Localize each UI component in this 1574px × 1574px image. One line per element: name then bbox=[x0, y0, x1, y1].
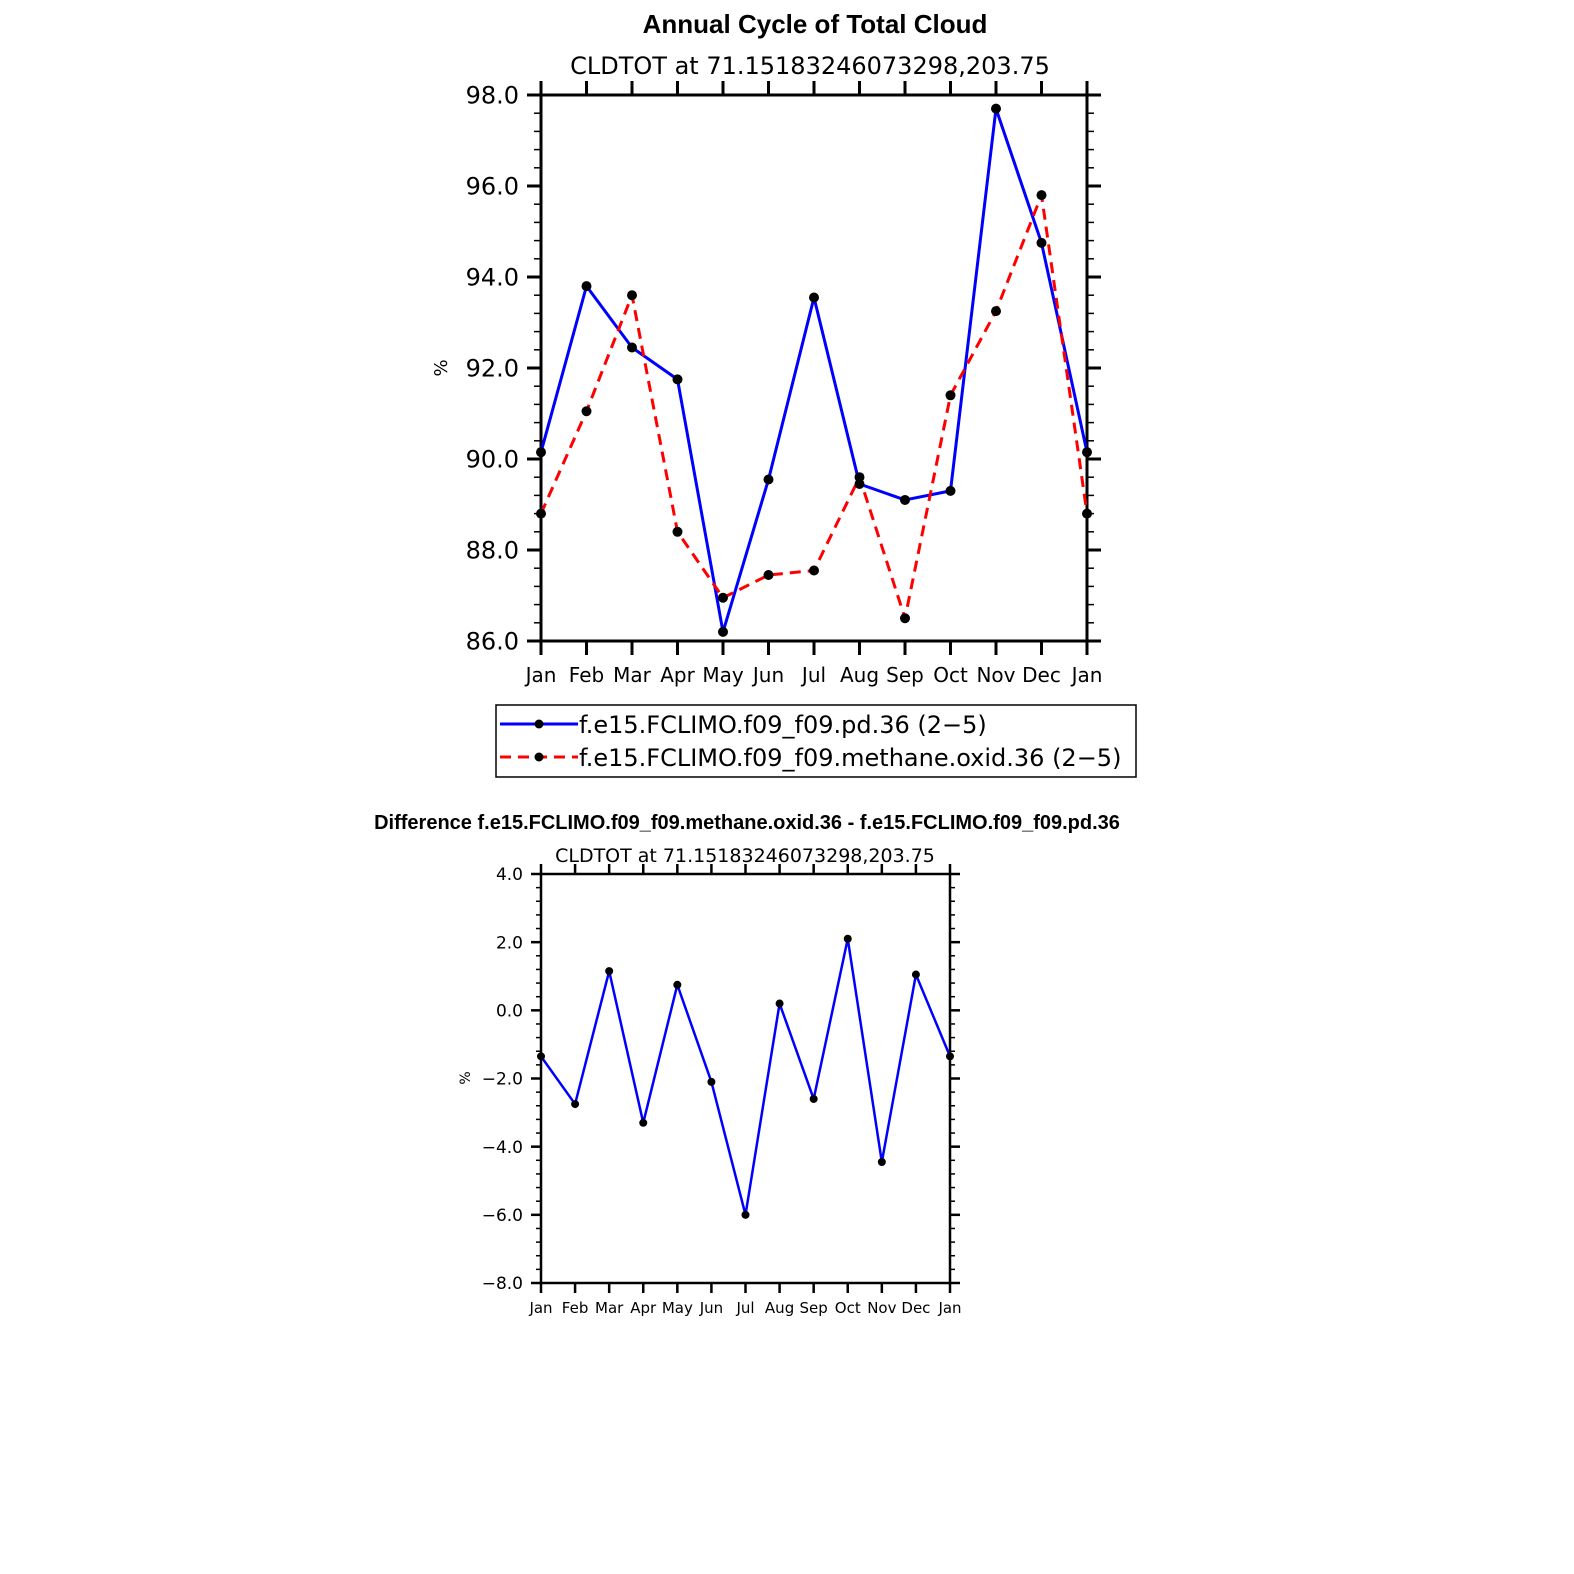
chart1-series-0-point bbox=[672, 374, 683, 385]
chart1-xtick-label: Mar bbox=[613, 663, 652, 687]
chart2-ytick-label: −8.0 bbox=[482, 1274, 523, 1294]
chart2-xtick-label: May bbox=[662, 1299, 693, 1317]
chart1-series-0-point bbox=[718, 626, 728, 637]
chart1-series-1-point bbox=[809, 565, 819, 576]
difference-chart: Difference f.e15.FCLIMO.f09_f09.methane.… bbox=[374, 812, 1120, 1317]
legend-label-pd: f.e15.FCLIMO.f09_f09.pd.36 (2−5) bbox=[579, 711, 987, 739]
chart1-xtick-label: Dec bbox=[1022, 663, 1061, 687]
chart1-ytick-label: 94.0 bbox=[466, 264, 519, 292]
chart1-ytick-label: 90.0 bbox=[466, 446, 519, 474]
chart2-xtick-label: Dec bbox=[901, 1299, 930, 1317]
chart2-xtick-label: Jul bbox=[735, 1299, 754, 1317]
chart1-series-0-point bbox=[945, 485, 956, 496]
chart2-xtick-label: Aug bbox=[765, 1299, 794, 1317]
chart1-title: Annual Cycle of Total Cloud bbox=[643, 9, 988, 39]
chart1-series-0-point bbox=[627, 342, 637, 353]
chart2-series-0-point bbox=[537, 1052, 545, 1061]
chart2-series-0-line bbox=[539, 937, 952, 1217]
legend-box bbox=[495, 704, 1137, 778]
chart1-ylabel: % bbox=[431, 359, 452, 376]
chart2-ytick-label: −6.0 bbox=[482, 1206, 523, 1226]
chart2-ytick-label: 2.0 bbox=[496, 933, 523, 953]
chart1-series-1-point bbox=[945, 390, 956, 401]
chart2-series-0-point bbox=[911, 970, 920, 979]
legend-label-methane: f.e15.FCLIMO.f09_f09.methane.oxid.36 (2−… bbox=[579, 744, 1121, 772]
chart1-series-0-point bbox=[1036, 237, 1047, 248]
chart2-series-0-point bbox=[639, 1118, 648, 1127]
chart1-series-0-point bbox=[581, 281, 592, 292]
chart2-series-0-point bbox=[809, 1094, 818, 1103]
chart1-xtick-label: Nov bbox=[976, 663, 1015, 687]
chart2-ytick-label: 4.0 bbox=[496, 865, 523, 885]
chart2-xtick-label: Oct bbox=[835, 1299, 861, 1317]
chart2-xtick-label: Sep bbox=[800, 1299, 828, 1317]
chart1-legend: f.e15.FCLIMO.f09_f09.pd.36 (2−5) f.e15.F… bbox=[495, 704, 1137, 778]
chart2-ytick-label: −4.0 bbox=[482, 1138, 523, 1158]
chart2-series-0-point bbox=[946, 1052, 954, 1061]
chart1-series-0-point bbox=[763, 474, 774, 485]
legend-marker-methane bbox=[534, 752, 544, 762]
legend-marker-pd bbox=[534, 719, 544, 729]
chart2-series-0-point bbox=[605, 967, 614, 976]
annual-cycle-chart: Annual Cycle of Total Cloud CLDTOT at 71… bbox=[431, 9, 1137, 778]
chart2-ytick-label: 0.0 bbox=[496, 1001, 523, 1021]
chart1-series-1-point bbox=[1082, 508, 1092, 519]
chart2-xtick-label: Jan bbox=[937, 1299, 961, 1317]
chart1-series-1-point bbox=[900, 613, 910, 624]
chart1-xtick-label: Aug bbox=[840, 663, 879, 687]
chart1-ytick-label: 92.0 bbox=[466, 355, 519, 383]
chart2-subtitle: CLDTOT at 71.15183246073298,203.75 bbox=[555, 845, 935, 867]
chart2-ylabel: % bbox=[458, 1071, 474, 1084]
chart1-series-1-point bbox=[854, 472, 865, 483]
chart1-series-0-point bbox=[809, 292, 819, 303]
chart2-series-0-point bbox=[741, 1210, 750, 1219]
chart1-series-1-point bbox=[536, 508, 546, 519]
chart2-series-0-point bbox=[877, 1158, 886, 1167]
chart1-xtick-label: Sep bbox=[886, 663, 924, 687]
chart1-series-1-point bbox=[581, 406, 592, 417]
chart1-xtick-label: Oct bbox=[933, 663, 968, 687]
chart2-series-0-point bbox=[775, 999, 784, 1008]
chart2-xtick-label: Apr bbox=[630, 1299, 657, 1317]
chart1-xtick-label: Jan bbox=[524, 663, 557, 687]
chart1-series-1-point bbox=[718, 592, 728, 603]
chart2-xtick-label: Feb bbox=[562, 1299, 589, 1317]
chart1-series-0-point bbox=[1082, 447, 1092, 458]
chart1-ytick-label: 86.0 bbox=[466, 628, 519, 656]
chart2-xtick-label: Jan bbox=[528, 1299, 552, 1317]
chart2-frame bbox=[539, 872, 952, 1285]
chart1-frame bbox=[539, 93, 1089, 643]
chart2-series-0-point bbox=[673, 980, 682, 989]
chart1-series-0-point bbox=[900, 494, 910, 505]
chart1-series-1-line bbox=[539, 193, 1089, 620]
chart1-series-1-point bbox=[991, 306, 1001, 317]
chart2-ytick-label: −2.0 bbox=[482, 1070, 523, 1090]
chart1-series-1-point bbox=[1036, 190, 1047, 201]
chart2-series-0-point bbox=[571, 1100, 580, 1109]
chart2-xtick-label: Jun bbox=[699, 1299, 723, 1317]
chart1-xtick-label: Feb bbox=[569, 663, 604, 687]
chart1-series-0-point bbox=[991, 103, 1001, 114]
chart2-xtick-label: Mar bbox=[595, 1299, 624, 1317]
chart1-ytick-label: 88.0 bbox=[466, 537, 519, 565]
chart1-xtick-label: Apr bbox=[660, 663, 695, 687]
chart1-xtick-label: Jun bbox=[751, 663, 784, 687]
chart1-ytick-label: 96.0 bbox=[466, 173, 519, 201]
chart1-subtitle: CLDTOT at 71.15183246073298,203.75 bbox=[570, 52, 1050, 80]
chart1-series-1-point bbox=[627, 290, 637, 301]
chart1-xtick-label: Jan bbox=[1070, 663, 1103, 687]
chart1-series-0-line bbox=[539, 107, 1089, 634]
chart2-title: Difference f.e15.FCLIMO.f09_f09.methane.… bbox=[374, 812, 1120, 834]
chart2-xtick-label: Nov bbox=[867, 1299, 896, 1317]
chart1-series-1-point bbox=[763, 570, 774, 581]
chart1-series-1-point bbox=[672, 526, 683, 537]
chart1-series-0-point bbox=[536, 447, 546, 458]
chart2-series-0-point bbox=[843, 934, 852, 943]
chart2-series-0-point bbox=[707, 1077, 716, 1086]
chart1-ytick-label: 98.0 bbox=[466, 82, 519, 110]
chart1-xtick-label: Jul bbox=[800, 663, 826, 687]
chart1-xtick-label: May bbox=[702, 663, 744, 687]
